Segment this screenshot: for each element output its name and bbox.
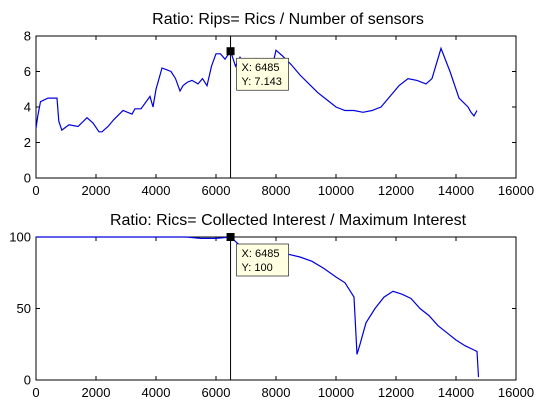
chart-2-y-tick-label: 50: [17, 301, 31, 316]
chart-1-x-tick-label: 10000: [318, 183, 354, 198]
chart-2-cursor-marker[interactable]: [226, 233, 235, 241]
chart-1-series: [35, 46, 478, 133]
chart-2-x-tick-label: 14000: [438, 385, 474, 400]
chart-2-series-line: [36, 236, 480, 378]
chart-2-y-tick-label: 100: [9, 230, 31, 245]
chart-1-datatip-x: X: 6485: [242, 62, 280, 74]
chart-1-x-tick-label: 0: [32, 183, 39, 198]
chart-1-y-tick-label: 0: [24, 171, 31, 186]
chart-1: Ratio: Rips= Rics / Number of sensors 0 2…: [24, 11, 534, 198]
chart-2-x-tick-label: 4000: [142, 385, 171, 400]
chart-2-datatip-y: Y: 100: [242, 262, 273, 274]
chart-1-series-line: [35, 46, 478, 133]
chart-1-y-tick-label: 8: [24, 29, 31, 44]
chart-2-x-tick-label: 6000: [202, 385, 231, 400]
chart-1-title: Ratio: Rips= Rics / Number of sensors: [152, 11, 424, 28]
chart-2-x-tick-label: 2000: [82, 385, 111, 400]
chart-1-y-tick-label: 6: [24, 64, 31, 79]
chart-2-x-tick-label: 0: [32, 385, 39, 400]
chart-2-x-tick-label: 16000: [498, 385, 534, 400]
chart-1-x-tick-label: 12000: [378, 183, 414, 198]
chart-1-datatip[interactable]: X: 6485 Y: 7.143: [236, 57, 289, 91]
chart-1-x-tick-label: 2000: [82, 183, 111, 198]
chart-2-x-tick-label: 10000: [318, 385, 354, 400]
chart-1-cursor-marker[interactable]: [226, 47, 235, 56]
chart-1-x-tick-label: 8000: [262, 183, 291, 198]
chart-1-y-ticks: 0 2 4 6 8: [24, 29, 516, 186]
chart-2-x-tick-label: 8000: [262, 385, 291, 400]
chart-1-x-tick-label: 16000: [498, 183, 534, 198]
chart-1-x-tick-label: 14000: [438, 183, 474, 198]
chart-1-datatip-y: Y: 7.143: [242, 76, 282, 88]
chart-1-y-tick-label: 2: [24, 135, 31, 150]
chart-1-datatip-box: [236, 57, 289, 91]
chart-1-x-ticks: 0 2000 4000 6000 8000 10000 12000 14000 16000: [32, 36, 534, 198]
chart-2-series: [36, 236, 480, 378]
chart-2-datatip[interactable]: X: 6485 Y: 100: [236, 243, 289, 277]
chart-2: Ratio: Rics= Collected Interest / Maximu…: [9, 212, 534, 400]
chart-1-x-tick-label: 4000: [142, 183, 171, 198]
chart-2-y-tick-label: 0: [24, 373, 31, 388]
chart-1-x-tick-label: 6000: [202, 183, 231, 198]
chart-2-x-tick-label: 12000: [378, 385, 414, 400]
chart-1-y-tick-label: 4: [24, 100, 31, 115]
chart-2-datatip-x: X: 6485: [242, 248, 280, 260]
chart-2-datatip-box: [236, 243, 289, 277]
chart-2-title: Ratio: Rics= Collected Interest / Maximu…: [110, 212, 467, 229]
chart-2-x-ticks: 0 2000 4000 6000 8000 10000 12000 14000 16000: [32, 237, 534, 400]
chart-2-y-ticks: 0 50 100: [9, 230, 516, 388]
